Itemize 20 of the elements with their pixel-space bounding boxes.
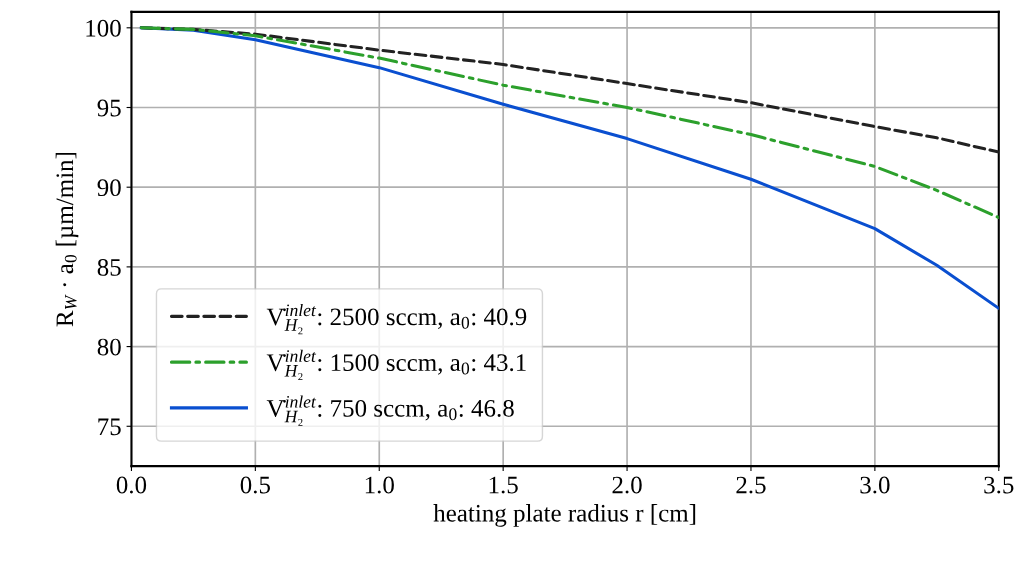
x-tick-label: 0.5 — [240, 476, 270, 494]
x-tick-label: 2.0 — [612, 476, 642, 494]
x-tick-label: 0.0 — [116, 476, 147, 494]
y-tick-label: 80 — [97, 338, 121, 356]
y-tick-label: 95 — [97, 99, 121, 117]
line-series — [139, 26, 999, 220]
y-tick-label: 75 — [98, 418, 121, 436]
x-axis-title: heating plate radius r [cm] — [433, 504, 696, 527]
legend-label: V̇$^{inlet}$$_{H₂}$: 750 sccm, a$_{0}$: 46.8 — [266, 395, 514, 426]
y-axis-title: R$_{W}$ · a$_{0}$ [µm/min] — [55, 152, 79, 327]
y-tick-label: 100 — [86, 19, 121, 37]
legend-label: V̇$^{inlet}$$_{H₂}$: 2500 sccm, a$_{0}$: 40.9 — [266, 303, 527, 335]
x-tick-label: 1.0 — [365, 476, 394, 494]
x-tick-label: 3.5 — [984, 476, 1014, 494]
y-tick-label: 90 — [97, 179, 121, 197]
legend-label: V̇$^{inlet}$$_{H₂}$: 1500 sccm, a$_{0}$: 43.1 — [266, 349, 526, 381]
x-tick-label: 1.5 — [489, 476, 518, 494]
x-tick-label: 3.0 — [860, 476, 890, 494]
x-tick-label: 2.5 — [736, 476, 766, 494]
y-tick-label: 85 — [97, 258, 121, 276]
